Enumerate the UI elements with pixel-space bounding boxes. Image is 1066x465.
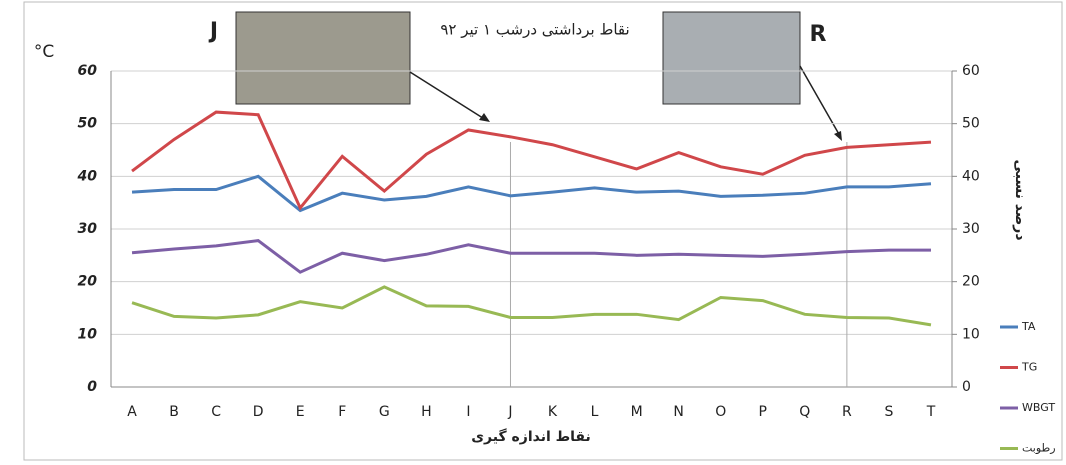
y2-axis-label: درصد نسبی xyxy=(1012,159,1028,240)
y-axis-label: °C xyxy=(34,42,54,62)
arrow-head xyxy=(834,131,842,141)
x-tick-label: M xyxy=(631,404,643,420)
chart-title: نقاط برداشتی درشب ۱ تیر ۹۲ xyxy=(440,21,629,39)
y2-tick-label: 20 xyxy=(962,274,980,290)
arrow-head xyxy=(479,113,490,122)
x-tick-label: B xyxy=(169,404,179,420)
x-tick-label: T xyxy=(926,404,936,420)
x-tick-label: G xyxy=(379,404,390,420)
legend-label: TG xyxy=(1021,361,1037,374)
annotation: J xyxy=(208,19,218,44)
y-tick-label: 30 xyxy=(78,221,98,237)
arrow xyxy=(409,71,487,121)
y2-tick-label: 10 xyxy=(962,326,980,342)
x-tick-label: J xyxy=(507,404,512,420)
x-tick-label: O xyxy=(715,404,726,420)
x-axis-label: نقاط اندازه گیری xyxy=(471,428,591,445)
y2-tick-label: 40 xyxy=(962,168,980,184)
x-tick-label: D xyxy=(253,404,264,420)
x-tick-label: R xyxy=(842,404,852,420)
y-tick-label: 0 xyxy=(87,379,97,395)
arrow xyxy=(799,65,841,137)
y2-tick-label: 0 xyxy=(962,379,971,395)
x-tick-label: I xyxy=(466,404,470,420)
x-tick-label: K xyxy=(548,404,558,420)
legend-label: TA xyxy=(1021,320,1036,333)
x-tick-label: F xyxy=(338,404,346,420)
y-tick-label: 40 xyxy=(77,168,98,184)
frame xyxy=(23,1,1063,461)
series-line xyxy=(131,174,932,213)
annotation: R xyxy=(810,22,827,47)
y-tick-label: 20 xyxy=(78,274,98,290)
legend-label: WBGT xyxy=(1022,401,1055,414)
photo-r xyxy=(662,11,801,105)
x-tick-label: H xyxy=(421,404,432,420)
y-tick-label: 10 xyxy=(78,326,98,342)
y2-tick-label: 50 xyxy=(962,116,980,132)
x-tick-label: E xyxy=(296,404,305,420)
x-tick-label: L xyxy=(591,404,599,420)
series-line xyxy=(131,285,932,327)
x-tick-label: S xyxy=(884,404,893,420)
y-tick-label: 50 xyxy=(78,116,98,132)
y2-tick-label: 30 xyxy=(962,221,980,237)
x-tick-label: C xyxy=(211,404,221,420)
series-line xyxy=(131,110,932,211)
y-tick-label: 60 xyxy=(78,63,98,79)
series-line xyxy=(131,239,931,274)
y2-tick-label: 60 xyxy=(962,63,980,79)
x-tick-label: A xyxy=(127,404,137,420)
legend-label: رطوبت xyxy=(1022,442,1056,455)
photo-j xyxy=(235,11,411,105)
x-tick-label: P xyxy=(759,404,767,420)
x-tick-label: N xyxy=(673,404,683,420)
x-tick-label: Q xyxy=(799,404,810,420)
